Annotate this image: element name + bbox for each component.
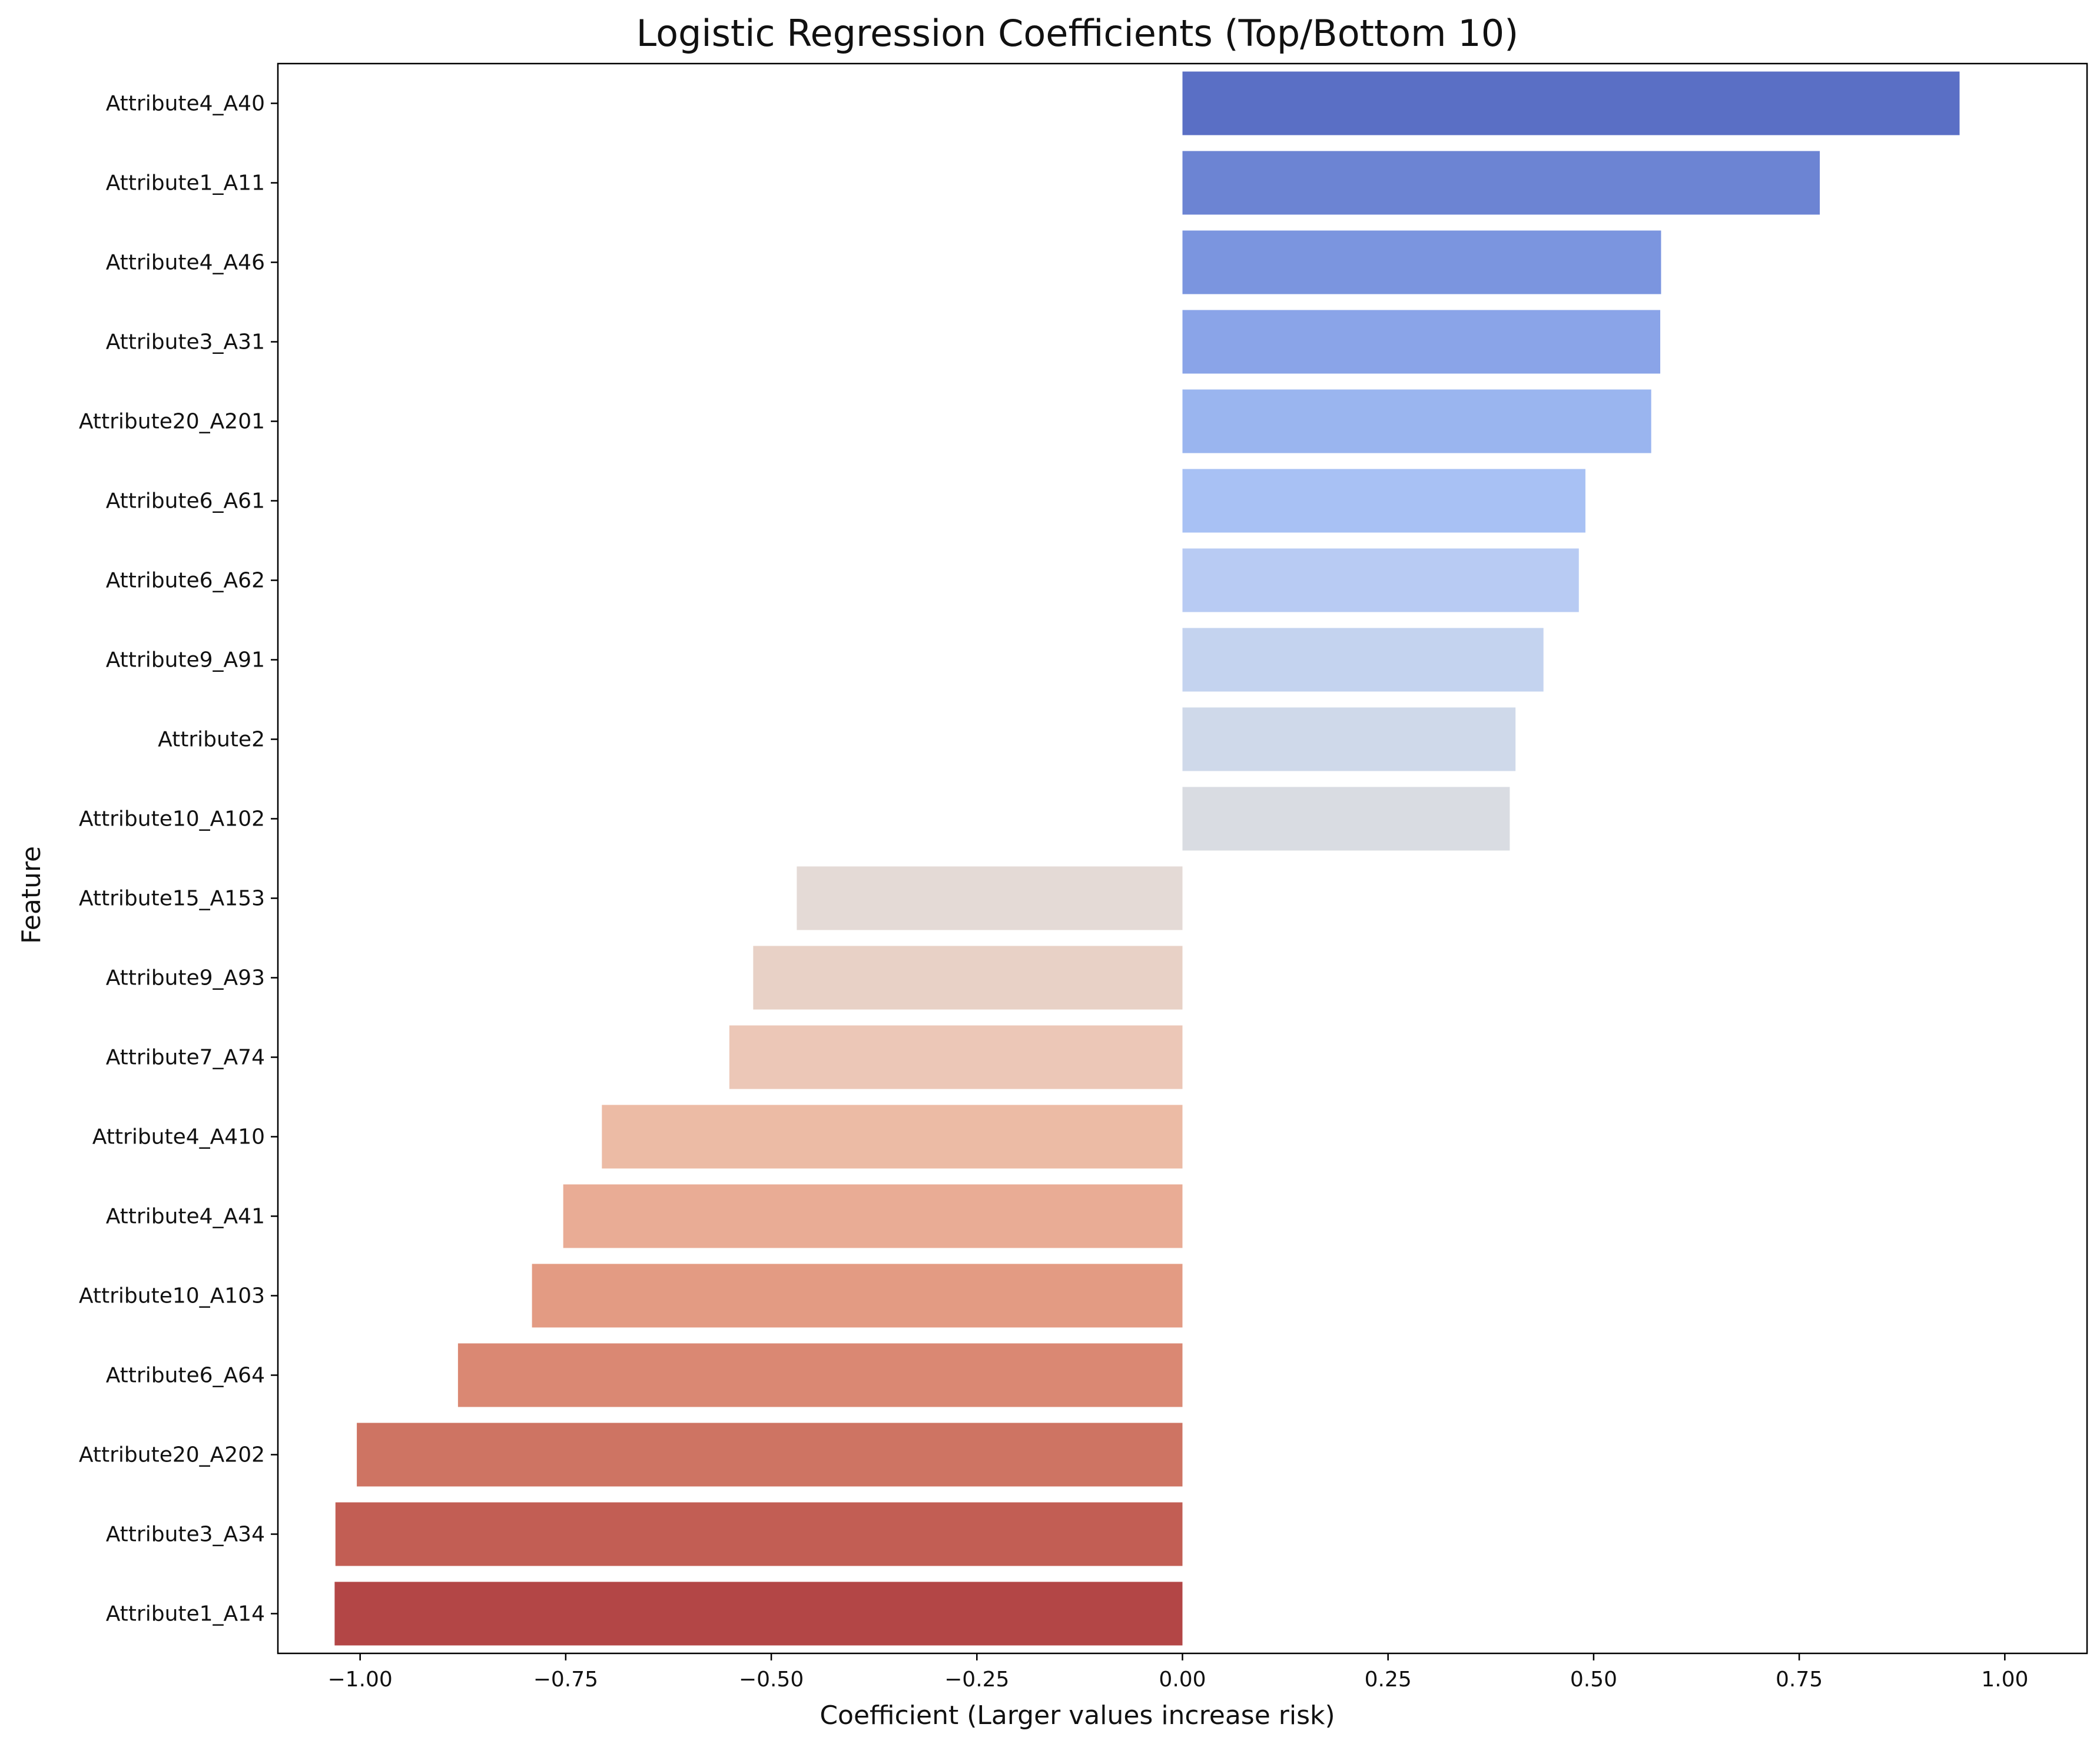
y-axis-ticks: Attribute4_A40 Attribute1_A11 Attribute4_A…: [79, 92, 278, 1626]
x-tick-label: −0.75: [533, 1668, 598, 1692]
x-tick-label: 0.00: [1159, 1668, 1206, 1692]
y-tick-label: Attribute9_A91: [106, 648, 265, 672]
x-tick-label: −0.50: [739, 1668, 804, 1692]
chart-title: Logistic Regression Coefficients (Top/Bo…: [636, 12, 1519, 55]
bar-Attribute1_A14: [334, 1582, 1183, 1646]
bar-Attribute7_A74: [729, 1025, 1183, 1089]
x-tick-label: −0.25: [944, 1668, 1009, 1692]
bar-Attribute6_A61: [1182, 469, 1585, 533]
y-tick-label: Attribute6_A64: [106, 1364, 265, 1388]
y-tick-label: Attribute3_A31: [106, 330, 265, 354]
bar-Attribute3_A34: [335, 1502, 1183, 1566]
x-tick-label: −1.00: [328, 1668, 393, 1692]
x-tick-label: 0.50: [1570, 1668, 1617, 1692]
bar-Attribute6_A62: [1182, 548, 1579, 612]
y-tick-label: Attribute20_A201: [79, 410, 265, 434]
y-tick-label: Attribute20_A202: [79, 1443, 265, 1467]
x-tick-label: 0.75: [1776, 1668, 1823, 1692]
x-tick-label: 1.00: [1981, 1668, 2028, 1692]
y-tick-label: Attribute1_A11: [106, 171, 265, 195]
y-tick-label: Attribute4_A46: [106, 251, 265, 275]
bar-Attribute15_A153: [797, 866, 1183, 930]
y-tick-label: Attribute9_A93: [106, 966, 265, 990]
y-axis-label: Feature: [16, 846, 47, 944]
y-tick-label: Attribute15_A153: [79, 887, 265, 911]
plot-frame: [277, 62, 2088, 1655]
y-tick-label: Attribute4_A410: [92, 1125, 265, 1149]
x-axis-label: Coefficient (Larger values increase risk…: [820, 1700, 1335, 1731]
bars-group: [334, 71, 1960, 1646]
y-tick-label: Attribute6_A61: [106, 489, 265, 513]
x-tick-label: 0.25: [1365, 1668, 1412, 1692]
y-tick-label: Attribute10_A103: [79, 1284, 265, 1308]
bar-Attribute3_A31: [1182, 310, 1661, 374]
y-tick-label: Attribute4_A40: [106, 92, 265, 116]
bar-Attribute10_A102: [1182, 787, 1510, 851]
y-tick-label: Attribute2: [158, 728, 265, 752]
bar-Attribute10_A103: [532, 1264, 1183, 1328]
x-axis-ticks: −1.00 −0.75 −0.50 −0.25 0.00 0.25 0.50 0.75 1.00: [328, 1653, 2028, 1692]
bar-Attribute6_A64: [457, 1343, 1183, 1407]
y-tick-label: Attribute3_A34: [106, 1523, 265, 1547]
bar-Attribute20_A202: [357, 1423, 1183, 1487]
bar-Attribute9_A91: [1182, 628, 1544, 692]
bar-Attribute9_A93: [753, 946, 1183, 1010]
y-tick-label: Attribute6_A62: [106, 569, 265, 593]
bar-Attribute1_A11: [1182, 151, 1820, 215]
y-tick-label: Attribute4_A41: [106, 1205, 265, 1229]
bar-Attribute4_A40: [1182, 71, 1960, 135]
bar-Attribute4_A46: [1182, 230, 1661, 294]
bar-Attribute2: [1182, 707, 1516, 771]
bar-Attribute4_A41: [563, 1184, 1183, 1248]
y-tick-label: Attribute10_A102: [79, 807, 265, 831]
bar-Attribute4_A410: [602, 1105, 1183, 1169]
bar-Attribute20_A201: [1182, 389, 1651, 453]
y-tick-label: Attribute7_A74: [106, 1046, 265, 1070]
y-tick-label: Attribute1_A14: [106, 1602, 265, 1626]
